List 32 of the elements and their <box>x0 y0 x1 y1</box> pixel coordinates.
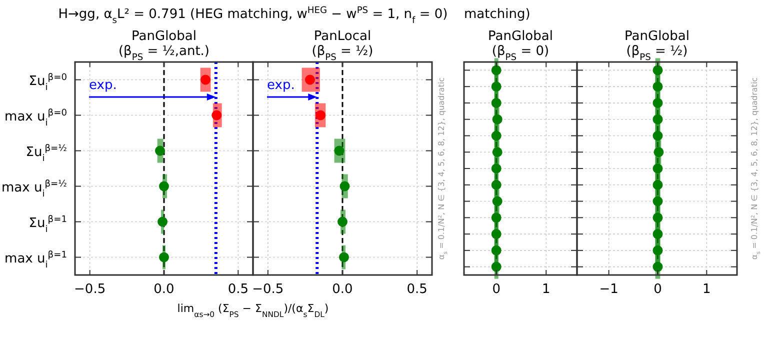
chart-subtitle: PanGlobal (β$_{PS}$ = 0) <box>488 29 553 63</box>
x-tick-label: 0.0 <box>154 282 174 297</box>
x-tick-label: −0.5 <box>252 282 284 297</box>
ref-line-label: exp. <box>89 78 117 93</box>
point <box>159 252 169 262</box>
point <box>340 181 350 192</box>
x-tick-label: 1 <box>542 282 550 297</box>
x-tick-label: 0 <box>492 282 500 297</box>
x-tick-label: 0 <box>654 282 662 297</box>
point <box>200 74 211 85</box>
x-tick-label: −1 <box>599 282 618 297</box>
chart-subtitle: PanGlobal (β$_{PS}$ = ½,ant.) <box>118 29 210 63</box>
x-tick-label: 0.0 <box>332 282 353 297</box>
x-tick-label: 0.5 <box>406 282 428 297</box>
chart-subtitle: PanLocal (β$_{PS}$ = ½) <box>312 29 374 63</box>
chart-subtitle: PanGlobal (β$_{PS}$ = ½) <box>624 29 690 63</box>
x-tick-label: −0.5 <box>74 282 106 297</box>
point <box>304 74 315 85</box>
point <box>338 252 349 262</box>
point <box>334 146 344 156</box>
point <box>159 181 169 192</box>
point <box>212 110 222 120</box>
chart-title: matching) <box>464 7 530 22</box>
point <box>154 146 165 156</box>
point <box>338 216 348 227</box>
ref-line-label: exp. <box>267 78 295 93</box>
chart-title: H→gg, α$_{s}$L² = 0.791 (HEG matching, w$^{HEG}$ − w$^{PS}$ = 1, n$_{f}$ = 0) <box>58 6 448 26</box>
point <box>158 216 168 227</box>
x-tick-label: 1 <box>702 282 711 297</box>
point <box>316 110 326 120</box>
x-tick-label: 0.5 <box>228 282 249 297</box>
text: lim$_{αs→0}$ (Σ$_{PS}$ − Σ$_{NNDL}$)/(α$_{s}$Σ$_{DL}$) <box>177 302 329 318</box>
